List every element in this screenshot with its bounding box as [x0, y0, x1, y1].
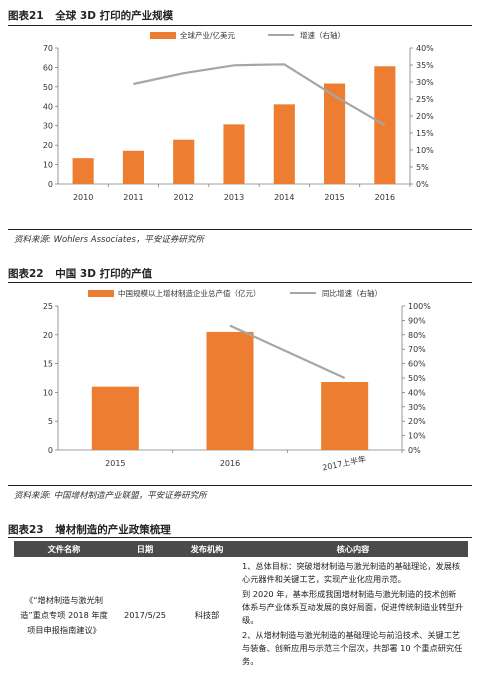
y-tick-label: 5: [48, 417, 53, 426]
y-tick-label: 25: [43, 302, 53, 311]
y-tick-label: 30: [43, 122, 53, 131]
y2-tick-label: 20%: [408, 417, 426, 426]
fig21-bottom-rule: [8, 229, 472, 230]
bar: [223, 124, 245, 184]
col-header-name: 文件名称: [14, 541, 114, 557]
y2-tick-label: 40%: [416, 44, 434, 53]
y2-tick-label: 0%: [416, 180, 429, 189]
x-tick-label: 2013: [224, 193, 244, 202]
y-tick-label: 20: [43, 331, 53, 340]
y-tick-label: 50: [43, 83, 53, 92]
policy-table: 文件名称 日期 发布机构 核心内容 《“增材制造与激光制造”重点专项 2018 …: [14, 541, 468, 673]
legend-label-line: 同比增速（右轴）: [322, 288, 382, 298]
table-row: 《“增材制造与激光制造”重点专项 2018 年度项目申报指南建议》 2017/5…: [14, 557, 468, 673]
fig22-title: 中国 3D 打印的产值: [55, 268, 153, 280]
fig21-header: 图表21 全球 3D 打印的产业规模: [8, 8, 472, 23]
bar: [273, 104, 295, 184]
content-para-3: 2、从增材制造与激光制造的基础理论与前沿技术、关键工艺与装备、创新应用与示范三个…: [242, 630, 463, 666]
col-header-org: 发布机构: [176, 541, 238, 557]
fig22-number: 图表22: [8, 268, 44, 280]
cell-content: 1、总体目标：突破增材制造与激光制造的基础理论，发展核心元器件和关键工艺，实现产…: [238, 557, 468, 673]
y2-tick-label: 60%: [408, 360, 426, 369]
fig22-source: 资料来源: 中国增材制造产业联盟，平安证券研究所: [14, 491, 207, 501]
x-tick-label: 2012: [174, 193, 194, 202]
y-tick-label: 20: [43, 141, 53, 150]
fig23-number: 图表23: [8, 524, 44, 536]
content-para-2: 到 2020 年，基本形成我国增材制造与激光制造的技术创新体系与产业体系互动发展…: [242, 589, 464, 625]
y-tick-label: 70: [43, 44, 53, 53]
fig22-header: 图表22 中国 3D 打印的产值: [8, 266, 472, 281]
bar: [91, 386, 139, 450]
col-header-date: 日期: [114, 541, 176, 557]
fig21-rule: [8, 25, 472, 26]
fig23-title: 增材制造的产业政策梳理: [55, 524, 171, 536]
y-tick-label: 0: [48, 446, 53, 455]
y2-tick-label: 10%: [408, 432, 426, 441]
fig22-rule: [8, 282, 472, 283]
y2-tick-label: 70%: [408, 345, 426, 354]
legend-label-line: 增速（右轴）: [300, 30, 345, 40]
legend-label-bar: 中国规模以上增材制造企业总产值（亿元）: [118, 288, 261, 298]
cell-doc-name: 《“增材制造与激光制造”重点专项 2018 年度项目申报指南建议》: [20, 594, 108, 635]
legend-swatch-bar: [88, 290, 114, 297]
bar: [206, 331, 254, 450]
x-tick-label: 2010: [73, 193, 93, 202]
y2-tick-label: 30%: [408, 403, 426, 412]
table-header-row: 文件名称 日期 发布机构 核心内容: [14, 541, 468, 557]
y-tick-label: 10: [43, 388, 53, 397]
fig21-title: 全球 3D 打印的产业规模: [55, 10, 174, 22]
chart-china-3d-printing: 中国规模以上增材制造企业总产值（亿元） 同比增速（右轴） 0 5 10 15 20 25 0% 1…: [43, 288, 431, 473]
col-header-content: 核心内容: [238, 541, 468, 557]
y-tick-label: 0: [48, 180, 53, 189]
bar: [72, 158, 94, 184]
y-tick-label: 40: [43, 102, 53, 111]
bar: [122, 150, 144, 184]
y2-tick-label: 15%: [416, 129, 434, 138]
y2-tick-label: 50%: [408, 374, 426, 383]
x-tick-label: 2015: [324, 193, 344, 202]
bar: [173, 139, 195, 184]
y2-tick-label: 40%: [408, 388, 426, 397]
fig21-source: 资料来源: Wohlers Associates，平安证券研究所: [14, 235, 204, 245]
legend-label-bar: 全球产业/亿美元: [180, 30, 236, 40]
x-tick-label: 2016: [220, 459, 240, 468]
legend-swatch-bar: [150, 32, 176, 39]
chart-global-3d-printing: 全球产业/亿美元 增速（右轴） 0 10 20 30 40 50 60 70 0% 5% 10% 15% 2…: [43, 30, 434, 202]
x-tick-label: 2017上半年: [321, 454, 366, 473]
content-para-1: 1、总体目标：突破增材制造与激光制造的基础理论，发展核心元器件和关键工艺，实现产…: [242, 561, 461, 584]
fig22-bottom-rule: [8, 485, 472, 486]
cell-org: 科技部: [194, 610, 220, 620]
y-tick-label: 10: [43, 161, 53, 170]
fig23-rule: [8, 537, 472, 538]
y2-tick-label: 100%: [408, 302, 431, 311]
x-tick-label: 2016: [375, 193, 395, 202]
cell-date: 2017/5/25: [124, 610, 166, 620]
fig21-number: 图表21: [8, 10, 44, 22]
x-tick-label: 2011: [123, 193, 143, 202]
y2-tick-label: 10%: [416, 146, 434, 155]
y-tick-label: 15: [43, 360, 53, 369]
y2-tick-label: 20%: [416, 112, 434, 121]
y2-tick-label: 25%: [416, 95, 434, 104]
x-tick-label: 2015: [105, 459, 125, 468]
y2-tick-label: 80%: [408, 331, 426, 340]
bar: [324, 83, 346, 184]
bar: [321, 382, 369, 450]
fig23-header: 图表23 增材制造的产业政策梳理: [8, 522, 472, 537]
growth-line: [133, 63, 386, 127]
x-tick-label: 2014: [274, 193, 294, 202]
growth-line: [229, 324, 346, 380]
y-tick-label: 60: [43, 63, 53, 72]
y2-tick-label: 5%: [416, 163, 429, 172]
y2-tick-label: 90%: [408, 316, 426, 325]
y2-tick-label: 30%: [416, 78, 434, 87]
y2-tick-label: 0%: [408, 446, 421, 455]
y2-tick-label: 35%: [416, 61, 434, 70]
